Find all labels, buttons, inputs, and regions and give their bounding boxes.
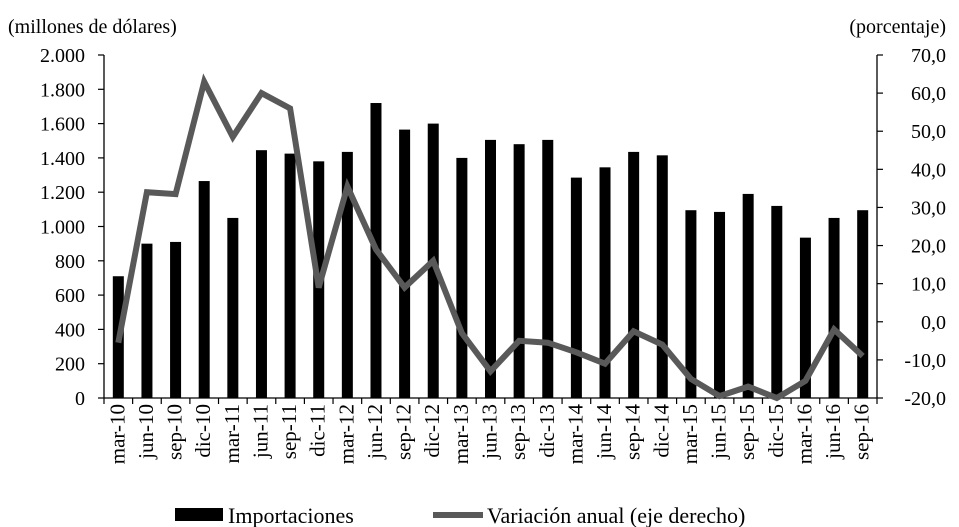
x-tick-label: jun-12	[363, 404, 387, 460]
bar-jun-13	[485, 139, 496, 398]
right-axis-unit: (porcentaje)	[849, 16, 946, 38]
x-tick-label: sep-13	[506, 404, 530, 460]
bar-mar-12	[341, 151, 353, 398]
x-tick-label: sep-16	[850, 404, 874, 460]
left-tick-label: 600	[55, 285, 85, 307]
bar-jun-14	[599, 167, 611, 398]
x-tick-label: jun-13	[478, 404, 502, 460]
right-tick-label: 50,0	[911, 121, 946, 143]
legend-label-variacion: Variación anual (eje derecho)	[487, 503, 745, 527]
x-tick-label: jun-16	[821, 404, 845, 460]
bar-dic-14	[656, 155, 668, 398]
bar-mar-15	[685, 210, 697, 398]
right-tick-label: 70,0	[911, 45, 946, 67]
bar-jun-16	[828, 217, 840, 398]
bar-sep-14	[628, 151, 640, 398]
right-tick-label: 60,0	[911, 83, 946, 105]
left-tick-label: 200	[55, 354, 85, 376]
x-tick-label: jun-15	[707, 404, 731, 460]
line-series	[115, 73, 865, 402]
right-tick-label: -20,0	[904, 388, 946, 410]
left-tick-label: 2.000	[40, 45, 85, 67]
bar-dic-10	[198, 181, 210, 398]
x-tick-label: mar-15	[678, 404, 702, 464]
right-tick-label: 10,0	[911, 274, 946, 296]
left-tick-label: 1.400	[40, 148, 85, 170]
bar-dic-13	[542, 139, 554, 398]
bar-jun-11	[255, 150, 267, 398]
left-tick-label: 1.600	[40, 114, 85, 136]
x-tick-label: sep-15	[735, 404, 759, 460]
x-tick-label: jun-11	[248, 404, 272, 459]
legend: Importaciones Variación anual (eje derec…	[175, 503, 745, 527]
x-tick-label: dic-11	[306, 404, 330, 457]
x-tick-label: mar-11	[220, 404, 244, 463]
bar-sep-12	[399, 129, 411, 399]
x-tick-label: dic-14	[649, 404, 673, 458]
x-tick-label: mar-10	[105, 404, 129, 464]
x-tick-label: mar-16	[792, 404, 816, 464]
left-tick-label: 1.800	[40, 79, 85, 101]
x-tick-label: dic-13	[535, 404, 559, 458]
right-tick-label: 30,0	[911, 197, 946, 219]
bar-mar-13	[456, 157, 468, 398]
bar-sep-13	[513, 144, 525, 398]
x-tick-label: dic-10	[191, 404, 215, 458]
bar-mar-11	[227, 217, 239, 398]
right-tick-label: 40,0	[911, 159, 946, 181]
x-tick-label: mar-12	[334, 404, 358, 464]
x-tick-label: mar-13	[449, 404, 473, 464]
x-tick-label: jun-14	[592, 404, 616, 460]
left-axis-unit: (millones de dólares)	[8, 16, 177, 38]
bar-jun-10	[141, 243, 153, 398]
bar-mar-14	[570, 177, 582, 398]
left-tick-label: 0	[75, 388, 85, 410]
legend-label-importaciones: Importaciones	[228, 503, 354, 527]
right-tick-label: 20,0	[911, 236, 946, 258]
bar-dic-15	[771, 205, 783, 398]
left-tick-label: 1.000	[40, 217, 85, 239]
right-tick-label: -10,0	[904, 350, 946, 372]
x-tick-label: sep-14	[621, 404, 645, 460]
right-tick-label: 0,0	[921, 312, 946, 334]
bar-sep-15	[742, 193, 754, 398]
bar-series	[112, 103, 869, 399]
legend-swatch-importaciones	[175, 508, 223, 521]
x-tick-label: dic-15	[764, 404, 788, 458]
x-tick-label: mar-14	[563, 404, 587, 465]
left-tick-label: 800	[55, 251, 85, 273]
bar-sep-10	[170, 241, 182, 398]
left-tick-label: 400	[55, 319, 85, 341]
bar-sep-11	[284, 153, 296, 398]
x-tick-label: sep-10	[163, 404, 187, 460]
x-tick-label: dic-12	[420, 404, 444, 458]
left-tick-label: 1.200	[40, 182, 85, 204]
x-tick-label: jun-10	[134, 404, 158, 460]
bar-mar-16	[799, 237, 811, 398]
x-tick-label: sep-11	[277, 404, 301, 459]
bar-sep-16	[857, 210, 869, 398]
bar-jun-15	[714, 211, 726, 398]
axes: 0 200 400 600 800 1.000 1.200 1.400 1.600 1.800 2.…	[40, 45, 946, 464]
x-tick-label: sep-12	[392, 404, 416, 460]
